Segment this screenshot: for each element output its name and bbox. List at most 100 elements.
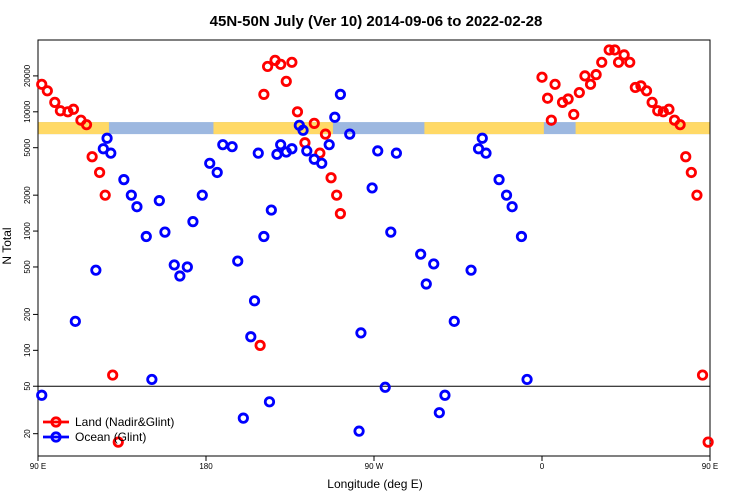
land-point	[36, 78, 48, 90]
land-point	[652, 105, 664, 117]
band-land	[575, 122, 710, 135]
ocean-point	[248, 295, 261, 307]
land-point	[258, 88, 270, 100]
ocean-point	[379, 381, 391, 393]
data-points	[36, 44, 714, 448]
land-point	[41, 85, 53, 97]
ocean-point	[69, 315, 81, 327]
ocean-point	[181, 261, 193, 273]
ocean-point	[428, 258, 440, 270]
ocean-point	[101, 132, 113, 144]
y-tick-label: 1000	[23, 222, 32, 240]
plot-border	[37, 39, 711, 457]
land-point	[308, 117, 320, 129]
land-point	[254, 339, 266, 351]
ocean-point	[275, 139, 287, 151]
land-point	[568, 108, 580, 121]
ocean-point	[366, 182, 378, 194]
land-point	[584, 78, 597, 90]
ocean-point	[263, 396, 276, 408]
ocean-point	[390, 147, 402, 159]
ocean-point	[90, 264, 102, 276]
ocean-point	[465, 264, 477, 276]
ocean-point	[500, 189, 513, 201]
land-point	[86, 151, 98, 163]
ocean-point	[232, 255, 244, 267]
ocean-point	[217, 139, 229, 151]
ocean-point	[245, 331, 257, 343]
land-point	[112, 436, 124, 448]
land-point	[314, 147, 326, 159]
ocean-point	[301, 145, 313, 157]
x-tick-label: 90 E	[702, 462, 718, 471]
y-tick-label: 20	[23, 429, 32, 438]
ocean-point	[187, 216, 199, 228]
ocean-point	[140, 230, 152, 243]
land-point	[331, 189, 343, 201]
land-point	[325, 172, 337, 184]
ocean-point	[271, 148, 283, 160]
ocean-point	[204, 157, 216, 169]
chart-title: 45N-50N July (Ver 10) 2014-09-06 to 2022…	[210, 13, 543, 30]
land-point	[275, 58, 287, 70]
ocean-point	[476, 132, 488, 144]
ocean-point	[439, 389, 451, 401]
ocean-point	[493, 174, 505, 186]
band-land	[424, 122, 544, 135]
land-point	[319, 128, 332, 140]
legend-land-label: Land (Nadir&Glint)	[75, 415, 174, 429]
land-point	[261, 60, 274, 73]
land-point	[107, 369, 119, 381]
ocean-point	[131, 201, 143, 213]
ocean-point	[153, 195, 165, 207]
ocean-point	[415, 248, 427, 260]
ocean-point	[265, 204, 277, 216]
y-tick-label: 10000	[23, 100, 32, 123]
land-point	[657, 106, 669, 118]
ocean-point	[385, 226, 397, 238]
ocean-point	[353, 425, 365, 437]
land-point	[640, 85, 653, 97]
land-point	[685, 166, 697, 179]
land-point	[702, 436, 714, 448]
land-point	[80, 119, 93, 131]
ocean-point	[211, 166, 223, 179]
ocean-point	[506, 201, 518, 213]
ocean-point	[105, 147, 117, 159]
plot-frame	[37, 39, 711, 457]
y-tick-label: 5000	[23, 138, 32, 156]
ocean-point	[316, 157, 328, 169]
y-axis-label: N Total	[0, 227, 14, 264]
ocean-point	[433, 407, 445, 419]
y-axis: 20 50 100 200 500 1000 2000 5000 10000 20000	[23, 64, 38, 438]
x-axis: 90 E 180 90 W 0 90 E	[30, 456, 718, 471]
x-axis-label: Longitude (deg E)	[327, 477, 422, 491]
x-tick-label: 180	[199, 462, 213, 471]
ocean-point	[521, 373, 533, 386]
ocean-point	[125, 189, 137, 201]
ocean-point	[448, 315, 460, 327]
ocean-point	[226, 141, 238, 153]
land-point	[663, 103, 675, 115]
land-point	[609, 44, 621, 56]
land-point	[280, 75, 292, 87]
ocean-point	[118, 174, 130, 186]
y-tick-label: 20000	[23, 64, 32, 87]
ocean-point	[168, 259, 180, 271]
land-point	[573, 86, 585, 99]
band-land	[38, 122, 109, 135]
land-point	[291, 106, 304, 118]
ocean-point	[297, 124, 309, 136]
ocean-point	[174, 270, 186, 282]
land-point	[618, 49, 630, 61]
land-point	[562, 93, 574, 105]
ocean-point	[355, 327, 367, 339]
land-point	[603, 44, 615, 56]
land-point	[49, 96, 61, 108]
land-ocean-band	[38, 122, 710, 135]
ocean-point	[36, 389, 48, 401]
land-point	[646, 96, 658, 108]
ocean-point	[515, 230, 528, 243]
land-point	[629, 81, 641, 94]
